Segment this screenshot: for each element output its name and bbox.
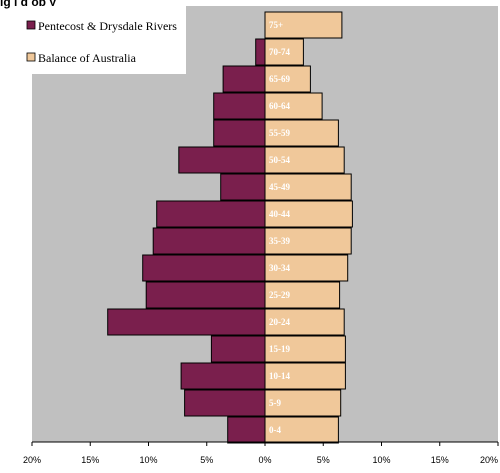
age-label-0-4: 0-4 [269, 425, 281, 435]
bar-australia-50-54 [264, 146, 345, 174]
bar-australia-60-64 [264, 92, 323, 120]
bar-pentecost-15-19 [210, 335, 266, 363]
bar-australia-65-69 [264, 65, 311, 93]
age-label-60-64: 60-64 [269, 101, 290, 111]
bar-pentecost-35-39 [152, 227, 266, 255]
x-axis-ticks: 20% 15% 10% 5% 0% 5% 10% 15% 20% [23, 442, 499, 465]
bar-australia-15-19 [264, 335, 346, 363]
bar-pentecost-25-29 [145, 281, 266, 309]
age-label-20-24: 20-24 [269, 317, 290, 327]
bar-pentecost-40-44 [156, 200, 266, 228]
bar-pentecost-20-24 [107, 308, 266, 336]
age-label-40-44: 40-44 [269, 209, 290, 219]
bar-australia-55-59 [264, 119, 339, 147]
age-label-30-34: 30-34 [269, 263, 290, 273]
chart-title: ig i g op y [0, 0, 56, 9]
age-label-45-49: 45-49 [269, 182, 290, 192]
x-tick-label: 15% [431, 455, 449, 465]
bar-australia-35-39 [264, 227, 352, 255]
age-label-75+: 75+ [269, 20, 283, 30]
bar-australia-20-24 [264, 308, 345, 336]
bar-australia-75+ [264, 11, 343, 39]
age-label-15-19: 15-19 [269, 344, 290, 354]
bar-pentecost-45-49 [220, 173, 266, 201]
bars-group [107, 11, 353, 444]
legend: Pentecost & Drysdale Rivers Balance of A… [18, 6, 186, 74]
age-labels-group: 0-4 5-9 10-14 15-19 20-24 25-29 30-34 35-39 40-4… [269, 20, 290, 435]
age-label-70-74: 70-74 [269, 47, 290, 57]
bar-pentecost-10-14 [180, 362, 266, 390]
x-tick-label: 10% [139, 455, 157, 465]
bar-australia-40-44 [264, 200, 353, 228]
x-tick-label: 20% [23, 455, 41, 465]
age-label-50-54: 50-54 [269, 155, 290, 165]
age-label-10-14: 10-14 [269, 371, 290, 381]
age-label-5-9: 5-9 [269, 398, 281, 408]
bar-pentecost-65-69 [222, 65, 266, 93]
bar-pentecost-5-9 [184, 389, 266, 417]
legend-box [18, 6, 186, 74]
legend-label-australia: Balance of Australia [38, 51, 137, 65]
x-tick-label: 0% [258, 455, 271, 465]
x-tick-label: 15% [81, 455, 99, 465]
bar-australia-25-29 [264, 281, 341, 309]
age-label-25-29: 25-29 [269, 290, 290, 300]
x-tick-label: 5% [200, 455, 213, 465]
x-tick-label: 20% [480, 455, 498, 465]
age-label-55-59: 55-59 [269, 128, 290, 138]
age-label-35-39: 35-39 [269, 236, 290, 246]
x-tick-label: 5% [317, 455, 330, 465]
bar-australia-45-49 [264, 173, 352, 201]
bar-pentecost-50-54 [178, 146, 266, 174]
bar-australia-5-9 [264, 389, 342, 417]
bar-pentecost-60-64 [213, 92, 266, 120]
bar-australia-0-4 [264, 416, 339, 444]
bar-australia-70-74 [264, 38, 304, 66]
x-tick-label: 10% [372, 455, 390, 465]
bar-pentecost-70-74 [255, 38, 266, 66]
bar-pentecost-0-4 [227, 416, 266, 444]
bar-australia-30-34 [264, 254, 349, 282]
bar-pentecost-30-34 [142, 254, 266, 282]
legend-label-pentecost: Pentecost & Drysdale Rivers [38, 19, 177, 33]
legend-swatch-australia [26, 52, 36, 62]
bar-pentecost-55-59 [213, 119, 266, 147]
age-label-65-69: 65-69 [269, 74, 290, 84]
legend-swatch-pentecost [26, 20, 36, 30]
bar-australia-10-14 [264, 362, 346, 390]
